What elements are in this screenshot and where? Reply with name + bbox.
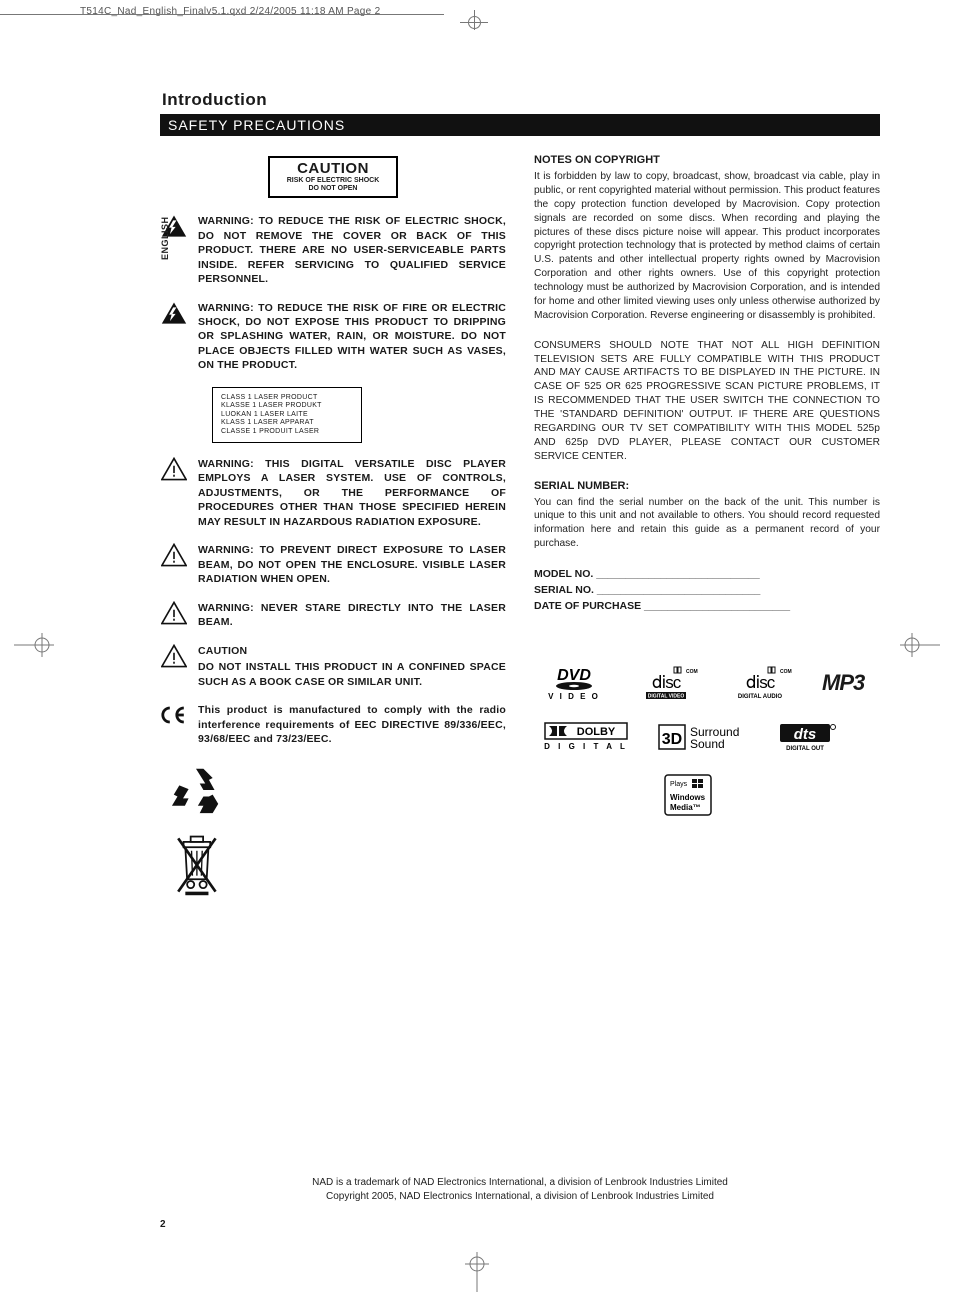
caution-lead: CAUTION — [198, 644, 506, 658]
page-footer: NAD is a trademark of NAD Electronics In… — [160, 1176, 880, 1204]
mp3-logo: MP3 — [822, 670, 864, 696]
exclaim-icon — [160, 543, 188, 586]
record-fields: MODEL NO. ____________________________ S… — [534, 567, 880, 614]
laser-line: CLASSE 1 PRODUIT LASER — [221, 428, 353, 436]
warning-laser-system: WARNING: THIS DIGITAL VERSATILE DISC PLA… — [160, 457, 506, 529]
warning-fire: WARNING: TO REDUCE THE RISK OF FIRE OR E… — [160, 301, 506, 373]
crop-mark-top — [460, 16, 488, 58]
warning-confined: CAUTION DO NOT INSTALL THIS PRODUCT IN A… — [160, 644, 506, 689]
dolby-digital-logo: DOLBY D I G I T A L — [544, 722, 628, 752]
serial-heading: SERIAL NUMBER: — [534, 480, 880, 492]
laser-line: CLASS 1 LASER PRODUCT — [221, 394, 353, 402]
warning-text: CAUTION DO NOT INSTALL THIS PRODUCT IN A… — [198, 644, 506, 689]
warning-text: WARNING: THIS DIGITAL VERSATILE DISC PLA… — [198, 457, 506, 529]
cd-digital-audio-logo: COMPACT ⅾⅰsc DIGITAL AUDIO — [728, 666, 792, 700]
right-column: NOTES ON COPYRIGHT It is forbidden by la… — [534, 154, 880, 897]
laser-line: KLASS 1 LASER APPARAT — [221, 419, 353, 427]
crop-mark-left — [14, 630, 54, 660]
footer-line-1: NAD is a trademark of NAD Electronics In… — [160, 1176, 880, 1190]
dvd-video-logo: DVD V I D E O — [544, 666, 604, 700]
svg-text:DVD: DVD — [557, 667, 591, 684]
recycle-icon — [168, 765, 224, 815]
svg-text:Sound: Sound — [690, 737, 725, 751]
svg-text:V I D E O: V I D E O — [548, 692, 600, 700]
section-subtitle: SAFETY PRECAUTIONS — [160, 114, 880, 136]
svg-text:dts: dts — [794, 726, 817, 743]
exclaim-icon — [160, 457, 188, 529]
ce-icon — [160, 703, 188, 746]
svg-text:DIGITAL AUDIO: DIGITAL AUDIO — [738, 694, 783, 700]
disposal-icons — [168, 765, 506, 897]
laser-class-label: CLASS 1 LASER PRODUCT KLASSE 1 LASER PRO… — [212, 387, 362, 443]
print-header: T514C_Nad_English_Finalv5.1.qxd 2/24/200… — [80, 6, 874, 17]
warning-stare: WARNING: NEVER STARE DIRECTLY INTO THE L… — [160, 601, 506, 630]
warning-shock: WARNING: TO REDUCE THE RISK OF ELECTRIC … — [160, 214, 506, 286]
serial-body: You can find the serial number on the ba… — [534, 496, 880, 552]
caution-sub1: RISK OF ELECTRIC SHOCK — [272, 177, 394, 185]
format-logos: DVD V I D E O COMPACT ⅾⅰsc DIGITAL VIDEO — [534, 666, 880, 816]
field-serial: SERIAL NO. ____________________________ — [534, 583, 880, 599]
header-rule — [0, 14, 444, 15]
bolt-icon — [160, 301, 188, 373]
dts-logo: dts DIGITAL OUT — [778, 722, 838, 752]
ce-compliance: This product is manufactured to comply w… — [160, 703, 506, 746]
warning-text: WARNING: NEVER STARE DIRECTLY INTO THE L… — [198, 601, 506, 630]
warning-text: WARNING: TO REDUCE THE RISK OF FIRE OR E… — [198, 301, 506, 373]
3d-surround-logo: 3D Surround Sound — [658, 722, 748, 752]
caution-sub2: DO NOT OPEN — [272, 185, 394, 193]
svg-text:DOLBY: DOLBY — [577, 726, 616, 738]
page-body: ENGLISH Introduction SAFETY PRECAUTIONS … — [160, 90, 880, 897]
copyright-heading: NOTES ON COPYRIGHT — [534, 154, 880, 166]
copyright-body: It is forbidden by law to copy, broadcas… — [534, 170, 880, 323]
caution-body: DO NOT INSTALL THIS PRODUCT IN A CONFINE… — [198, 661, 506, 687]
svg-text:Media™: Media™ — [670, 803, 701, 812]
svg-text:COMPACT: COMPACT — [686, 669, 698, 675]
warning-text: WARNING: TO PREVENT DIRECT EXPOSURE TO L… — [198, 543, 506, 586]
warning-enclosure: WARNING: TO PREVENT DIRECT EXPOSURE TO L… — [160, 543, 506, 586]
windows-media-logo: Plays Windows Media™ — [664, 774, 712, 816]
svg-text:ⅾⅰsc: ⅾⅰsc — [652, 673, 682, 692]
cd-digital-video-logo: COMPACT ⅾⅰsc DIGITAL VIDEO — [634, 666, 698, 700]
caution-box: CAUTION RISK OF ELECTRIC SHOCK DO NOT OP… — [268, 156, 398, 198]
section-title: Introduction — [162, 90, 880, 110]
svg-text:3D: 3D — [662, 731, 682, 748]
page-number: 2 — [160, 1219, 166, 1230]
laser-line: LUOKAN 1 LASER LAITE — [221, 411, 353, 419]
caution-title: CAUTION — [272, 160, 394, 177]
wheelie-bin-icon — [168, 833, 224, 897]
ce-text: This product is manufactured to comply w… — [198, 703, 506, 746]
laser-line: KLASSE 1 LASER PRODUKT — [221, 402, 353, 410]
field-model: MODEL NO. ____________________________ — [534, 567, 880, 583]
print-header-text: T514C_Nad_English_Finalv5.1.qxd 2/24/200… — [80, 6, 380, 17]
svg-text:DIGITAL VIDEO: DIGITAL VIDEO — [648, 694, 685, 700]
crop-mark-bottom — [462, 1252, 492, 1292]
svg-text:Windows: Windows — [670, 793, 706, 802]
svg-text:DIGITAL OUT: DIGITAL OUT — [786, 746, 824, 752]
exclaim-icon — [160, 601, 188, 630]
footer-line-2: Copyright 2005, NAD Electronics Internat… — [160, 1190, 880, 1204]
left-column: CAUTION RISK OF ELECTRIC SHOCK DO NOT OP… — [160, 154, 506, 897]
svg-text:ⅾⅰsc: ⅾⅰsc — [746, 673, 776, 692]
exclaim-icon — [160, 644, 188, 689]
language-tab: ENGLISH — [160, 216, 170, 260]
hd-note: CONSUMERS SHOULD NOTE THAT NOT ALL HIGH … — [534, 339, 880, 464]
svg-text:COMPACT: COMPACT — [780, 669, 792, 675]
svg-text:Plays: Plays — [670, 781, 688, 788]
crop-mark-right — [900, 630, 940, 660]
warning-text: WARNING: TO REDUCE THE RISK OF ELECTRIC … — [198, 214, 506, 286]
field-date: DATE OF PURCHASE _______________________… — [534, 599, 880, 615]
svg-text:D I G I T A L: D I G I T A L — [544, 742, 628, 751]
